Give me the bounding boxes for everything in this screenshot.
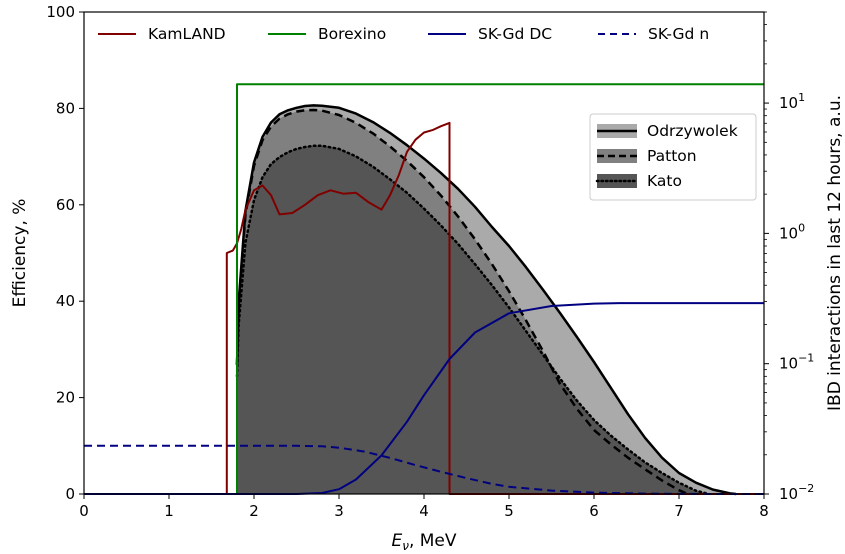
legend-label-sk-gd-dc: SK-Gd DC: [478, 25, 552, 43]
line-kato: [235, 144, 711, 496]
legend-label-sk-gd-n: SK-Gd n: [648, 25, 709, 43]
flux-legend: Odrzywolek Patton Kato: [589, 113, 757, 201]
y-axis-left: 0 20 40 60 80 100: [46, 3, 84, 503]
x-tick-label: 0: [79, 502, 89, 520]
line-sk-gd-n: [84, 444, 765, 495]
x-tick-label: 7: [674, 502, 684, 520]
x-tick-label: 1: [164, 502, 174, 520]
flux-label-kato: Kato: [647, 172, 682, 190]
y-left-tick-label: 0: [65, 485, 75, 503]
x-tick-label: 3: [334, 502, 344, 520]
fill-kato: [237, 145, 709, 495]
x-tick-label: 8: [759, 502, 769, 520]
y-left-tick-label: 40: [56, 292, 75, 310]
flux-label-patton: Patton: [647, 147, 697, 165]
y-left-tick-label: 60: [56, 196, 75, 214]
x-axis-label: Eν, MeV: [391, 531, 456, 553]
flux-swatch-patton: [597, 149, 637, 163]
x-tick-label: 6: [589, 502, 599, 520]
flux-label-odrzywolek: Odrzywolek: [647, 122, 738, 140]
x-tick-label: 2: [249, 502, 259, 520]
x-axis: 0 1 2 3 4 5 6 7 8: [79, 494, 769, 520]
line-patton: [235, 108, 689, 496]
legend-label-borexino: Borexino: [318, 25, 386, 43]
efficiency-legend: KamLAND Borexino SK-Gd DC SK-Gd n: [98, 25, 709, 43]
y-left-tick-label: 80: [56, 99, 75, 117]
y-axis-right: 10−2 10−1 100 101: [764, 11, 814, 503]
y-axis-right-label: IBD interactions in last 12 hours, a.u.: [825, 95, 845, 411]
y-right-tick-label: 101: [779, 91, 805, 112]
line-kamland: [84, 121, 764, 495]
chart-lines: [84, 83, 765, 496]
y-right-tick-label: 10−1: [779, 352, 814, 373]
line-odrzywolek: [235, 104, 737, 496]
y-left-tick-label: 100: [46, 3, 75, 21]
x-tick-label: 5: [504, 502, 514, 520]
y-right-tick-label: 10−2: [779, 482, 814, 503]
legend-label-kamland: KamLAND: [148, 25, 226, 43]
x-tick-label: 4: [419, 502, 429, 520]
y-right-tick-label: 100: [779, 221, 805, 242]
y-axis-left-label: Efficiency, %: [10, 199, 30, 308]
y-left-tick-label: 20: [56, 389, 75, 407]
flux-fills: [237, 105, 736, 495]
